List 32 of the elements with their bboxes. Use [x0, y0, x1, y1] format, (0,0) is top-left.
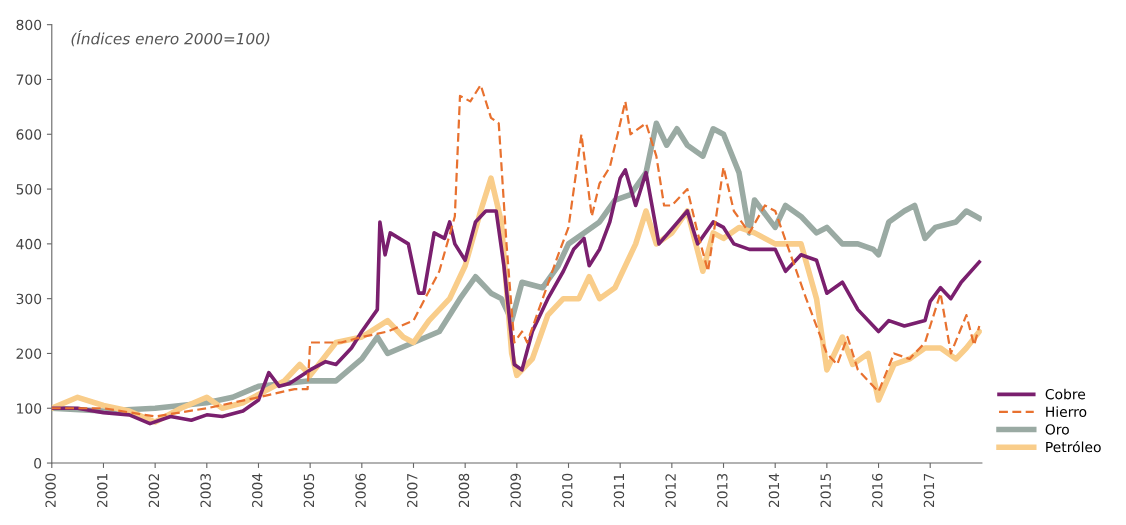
- x-tick-label: 2011: [613, 474, 625, 508]
- chart-subtitle: (Índices enero 2000=100): [71, 30, 270, 47]
- x-tick-label: 2016: [872, 473, 883, 508]
- x-tick-label: 2001: [96, 474, 108, 508]
- x-tick-label: 2000: [45, 473, 56, 508]
- x-tick-label: 2009: [510, 473, 521, 508]
- x-tick-label: 2010: [562, 473, 573, 508]
- x-tick-label: 2006: [355, 473, 366, 508]
- x-tick-label: 2005: [303, 473, 315, 508]
- y-tick-label: 100: [17, 403, 42, 414]
- legend-label: Petróleo: [1046, 440, 1101, 453]
- x-tick-label: 2008: [458, 473, 470, 508]
- x-tick-label: 2012: [665, 474, 676, 508]
- x-tick-label: 2013: [717, 473, 728, 508]
- x-tick-label: 2014: [768, 473, 780, 508]
- y-tick-label: 800: [16, 19, 42, 31]
- x-tick-label: 2002: [148, 474, 160, 508]
- legend-label: Oro: [1045, 424, 1069, 435]
- x-tick-label: 2015: [820, 473, 831, 508]
- legend-label: Hierro: [1046, 406, 1087, 418]
- y-tick-label: 0: [34, 458, 42, 469]
- x-tick-label: 2003: [200, 473, 211, 508]
- x-tick-label: 2017: [923, 473, 935, 508]
- x-tick-label: 2007: [407, 473, 418, 508]
- y-tick-label: 200: [16, 348, 42, 359]
- x-tick-label: 2004: [252, 473, 263, 508]
- y-tick-label: 400: [16, 238, 42, 250]
- legend-label: Cobre: [1045, 388, 1086, 400]
- y-tick-label: 300: [16, 293, 42, 305]
- y-tick-label: 600: [16, 129, 42, 140]
- y-tick-label: 500: [16, 184, 42, 195]
- y-tick-label: 700: [16, 74, 42, 85]
